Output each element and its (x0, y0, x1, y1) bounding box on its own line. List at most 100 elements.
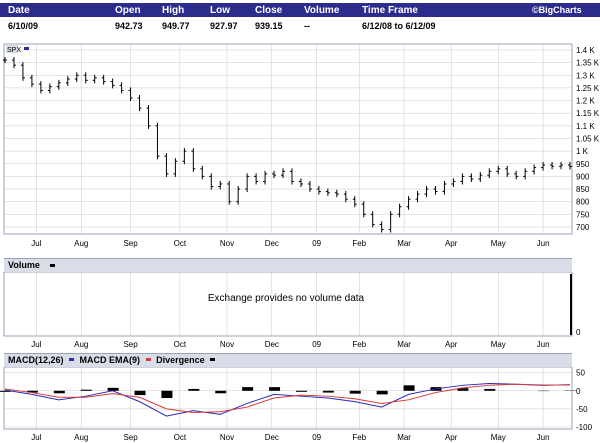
price-y-tick-label: 1.35 K (576, 59, 600, 68)
macd-x-tick-label: Feb (352, 433, 366, 442)
divergence-bar (457, 388, 469, 391)
quote-header: Date Open High Low Close Volume Time Fra… (0, 0, 600, 34)
price-x-tick-label: 09 (312, 239, 321, 248)
macd-y-tick-label: -100 (576, 423, 593, 432)
price-y-tick-label: 1.1 K (576, 122, 595, 131)
ema-legend-swatch (145, 358, 151, 361)
macd-y-axis: 50 0 -50 -100 (576, 369, 593, 432)
spx-label: SPX (7, 47, 21, 54)
macd-chart: 50 0 -50 -100 Jul Aug Sep Oct Nov Dec 09 Feb Mar Apr… (0, 367, 593, 442)
divergence-bar (188, 388, 200, 391)
divergence-bar (484, 388, 496, 391)
price-x-tick-label: Mar (397, 239, 411, 248)
macd-x-tick-label: Mar (397, 433, 411, 442)
macd-x-tick-label: Sep (123, 433, 138, 442)
macd-x-tick-label: Apr (445, 433, 458, 442)
divergence-bar (0, 390, 11, 392)
volume-x-tick-label: Sep (123, 340, 138, 349)
macd-panel-title: MACD(12,26) MACD EMA(9) Divergence (8, 355, 218, 365)
price-x-tick-label: Sep (123, 239, 138, 248)
macd-x-tick-label: Jul (31, 433, 41, 442)
divergence-bar (215, 390, 227, 394)
volume-x-tick-label: Oct (174, 340, 187, 349)
volume-y-tick-0: 0 (576, 328, 581, 337)
volume-plot-area (3, 272, 573, 337)
open-value: 942.73 (115, 21, 143, 31)
volume-x-tick-label: Aug (74, 340, 88, 349)
macd-panel-header: MACD(12,26) MACD EMA(9) Divergence (4, 353, 572, 368)
macd-legend-swatch (69, 358, 75, 361)
divergence-bar (80, 389, 92, 391)
price-y-axis: 1.4 K 1.35 K 1.3 K 1.25 K 1.2 K 1.15 K 1.1 K 1.… (576, 46, 600, 232)
header-band (0, 3, 600, 17)
price-y-tick-label: 1.4 K (576, 46, 595, 55)
macd-gridlines (4, 367, 572, 429)
price-ohlc-bars (3, 57, 572, 233)
spx-label-bg (6, 45, 18, 53)
volume-panel-header: Volume (4, 258, 572, 273)
price-y-tick-label: 1.05 K (576, 134, 600, 143)
macd-x-axis: Jul Aug Sep Oct Nov Dec 09 Feb Mar Apr May Jun (31, 433, 549, 442)
macd-x-tick-label: Nov (220, 433, 234, 442)
price-y-tick-label: 1 K (576, 147, 589, 156)
macd-x-tick-label: Oct (174, 433, 187, 442)
divergence-legend-swatch (210, 358, 216, 361)
divergence-bar (26, 390, 38, 393)
high-label: High (162, 5, 185, 16)
volume-x-tick-label: Feb (352, 340, 366, 349)
close-value: 939.15 (255, 21, 283, 31)
volume-x-tick-label: Dec (265, 340, 279, 349)
macd-y-tick-label: 0 (576, 387, 581, 396)
price-y-tick-label: 900 (576, 172, 590, 181)
macd-x-tick-label: Aug (74, 433, 88, 442)
close-label: Close (255, 5, 283, 16)
divergence-bar (376, 390, 388, 395)
volume-x-tick-label: Jun (537, 340, 550, 349)
macd-x-tick-label: Dec (265, 433, 279, 442)
divergence-bar (53, 390, 65, 394)
price-y-tick-label: 1.25 K (576, 84, 600, 93)
divergence-bar (403, 385, 415, 391)
timeframe-value: 6/12/08 to 6/12/09 (362, 21, 436, 31)
bigcharts-logo: ©BigCharts (532, 5, 582, 15)
date-value: 6/10/09 (8, 21, 39, 31)
price-x-tick-label: Dec (265, 239, 279, 248)
price-x-tick-label: Jul (31, 239, 41, 248)
divergence-bar (295, 390, 307, 392)
price-y-tick-label: 1.3 K (576, 71, 595, 80)
volume-x-tick-label: Jul (31, 340, 41, 349)
macd-x-tick-label: Jun (537, 433, 550, 442)
macd-title: MACD(12,26) (8, 355, 64, 365)
divergence-bar (322, 390, 334, 393)
macd-y-tick-label: 50 (576, 369, 585, 378)
price-y-tick-label: 800 (576, 198, 590, 207)
price-y-tick-label: 850 (576, 185, 590, 194)
macd-ema-title: MACD EMA(9) (79, 355, 141, 365)
macd-x-tick-label: May (491, 433, 506, 442)
no-volume-message: Exchange provides no volume data (208, 293, 365, 304)
price-plot-area (3, 43, 573, 235)
high-value: 949.77 (162, 21, 190, 31)
price-y-tick-label: 750 (576, 210, 590, 219)
price-y-tick-label: 1.2 K (576, 97, 595, 106)
date-label: Date (8, 5, 30, 16)
volume-x-tick-label: Nov (220, 340, 234, 349)
price-x-tick-label: Jun (537, 239, 550, 248)
price-x-tick-label: Apr (445, 239, 458, 248)
divergence-bar (269, 387, 281, 391)
price-x-axis: Jul Aug Sep Oct Nov Dec 09 Feb Mar Apr May Jun (31, 239, 549, 248)
price-chart: 1.4 K 1.35 K 1.3 K 1.25 K 1.2 K 1.15 K 1.1 K 1.… (3, 43, 600, 248)
macd-x-tick-label: 09 (312, 433, 321, 442)
price-gridlines (4, 44, 572, 234)
macd-y-tick-label: -50 (576, 405, 588, 414)
low-value: 927.97 (210, 21, 238, 31)
price-y-tick-label: 1.15 K (576, 109, 600, 118)
divergence-bar (349, 390, 361, 394)
volume-x-tick-label: Apr (445, 340, 458, 349)
price-y-tick-label: 950 (576, 160, 590, 169)
open-label: Open (115, 5, 141, 16)
volume-value: -- (304, 21, 310, 31)
volume-x-tick-label: May (491, 340, 506, 349)
macd-plot-area (3, 367, 573, 430)
macd-line (4, 382, 571, 417)
